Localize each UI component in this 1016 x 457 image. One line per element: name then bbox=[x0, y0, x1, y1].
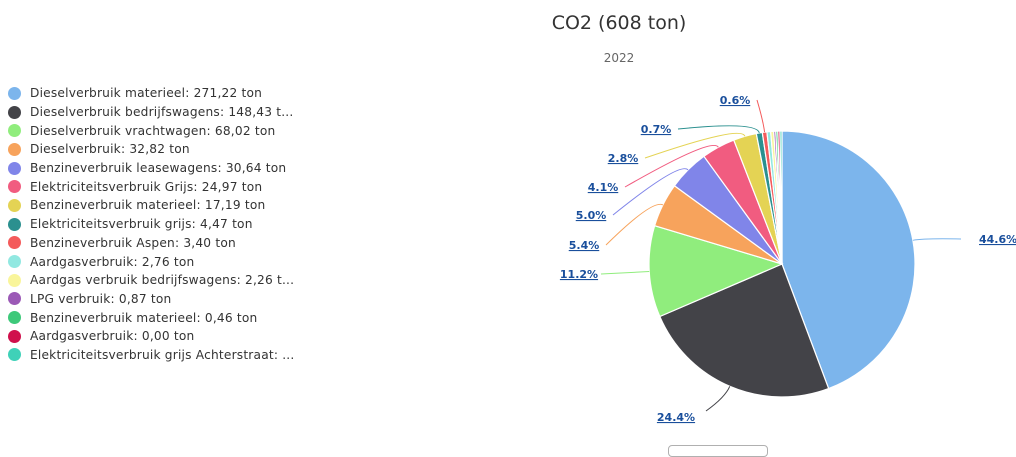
data-label[interactable]: 11.2% bbox=[560, 268, 598, 281]
data-label[interactable]: 24.4% bbox=[657, 411, 695, 424]
legend-marker-icon bbox=[8, 236, 21, 250]
data-label-connector bbox=[677, 125, 760, 134]
legend-marker-icon bbox=[8, 180, 21, 194]
legend-item[interactable]: Aardgasverbruik: 0,00 ton bbox=[8, 327, 308, 346]
pie-slice[interactable] bbox=[779, 130, 783, 265]
data-label[interactable]: 4.1% bbox=[588, 181, 619, 194]
data-label[interactable]: 0.7% bbox=[641, 123, 672, 136]
legend-item[interactable]: Benzineverbruik materieel: 17,19 ton bbox=[8, 196, 308, 215]
legend-item[interactable]: Benzineverbruik materieel: 0,46 ton bbox=[8, 308, 308, 327]
data-label-connector bbox=[624, 144, 719, 188]
legend-item[interactable]: Aardgas verbruik bedrijfswagens: 2,26 t.… bbox=[8, 271, 308, 290]
pie-slice[interactable] bbox=[781, 130, 916, 390]
legend-item[interactable]: Dieselverbruik materieel: 271,22 ton bbox=[8, 84, 308, 103]
data-label[interactable]: 0.6% bbox=[720, 94, 751, 107]
chart-title: CO2 (608 ton) bbox=[551, 12, 687, 34]
legend-item[interactable]: Benzineverbruik Aspen: 3,40 ton bbox=[8, 234, 308, 253]
legend-marker-icon bbox=[8, 311, 21, 325]
legend-marker-icon bbox=[8, 292, 21, 306]
legend-item[interactable]: Dieselverbruik: 32,82 ton bbox=[8, 140, 308, 159]
data-label[interactable]: 5.4% bbox=[569, 239, 600, 252]
legend-item[interactable]: LPG verbruik: 0,87 ton bbox=[8, 290, 308, 309]
legend-item[interactable]: Dieselverbruik bedrijfswagens: 148,43 t.… bbox=[8, 103, 308, 122]
legend-item[interactable]: Elektriciteitsverbruik grijs: 4,47 ton bbox=[8, 215, 308, 234]
data-label-connector bbox=[705, 386, 731, 412]
legend-marker-icon bbox=[8, 255, 21, 269]
legend-item[interactable]: Elektriciteitsverbruik Grijs: 24,97 ton bbox=[8, 177, 308, 196]
data-label-connector bbox=[644, 132, 746, 159]
legend-marker-icon bbox=[8, 198, 21, 212]
bottom-control[interactable] bbox=[668, 445, 768, 457]
chart-legend: Dieselverbruik materieel: 271,22 ton Dies… bbox=[8, 84, 308, 364]
data-label-connector bbox=[912, 238, 962, 241]
legend-marker-icon bbox=[8, 161, 21, 175]
data-label-connector bbox=[756, 99, 766, 133]
legend-marker-icon bbox=[8, 348, 21, 362]
legend-marker-icon bbox=[8, 329, 21, 343]
chart-subtitle: 2022 bbox=[603, 51, 635, 65]
legend-item[interactable]: Benzineverbruik leasewagens: 30,64 ton bbox=[8, 159, 308, 178]
legend-marker-icon bbox=[8, 124, 21, 138]
data-label[interactable]: 2.8% bbox=[608, 152, 639, 165]
legend-marker-icon bbox=[8, 105, 21, 119]
legend-item[interactable]: Aardgasverbruik: 2,76 ton bbox=[8, 252, 308, 271]
data-label-connector bbox=[612, 168, 689, 216]
legend-item[interactable]: Dieselverbruik vrachtwagen: 68,02 ton bbox=[8, 121, 308, 140]
legend-item[interactable]: Elektriciteitsverbruik grijs Achterstraa… bbox=[8, 346, 308, 365]
pie-slice[interactable] bbox=[648, 224, 784, 318]
legend-marker-icon bbox=[8, 273, 21, 287]
data-label[interactable]: 5.0% bbox=[576, 209, 607, 222]
data-label[interactable]: 44.6% bbox=[979, 233, 1016, 246]
legend-marker-icon bbox=[8, 86, 21, 100]
legend-marker-icon bbox=[8, 217, 21, 231]
data-label-connector bbox=[600, 271, 650, 275]
legend-marker-icon bbox=[8, 142, 21, 156]
data-label-connector bbox=[605, 203, 664, 246]
